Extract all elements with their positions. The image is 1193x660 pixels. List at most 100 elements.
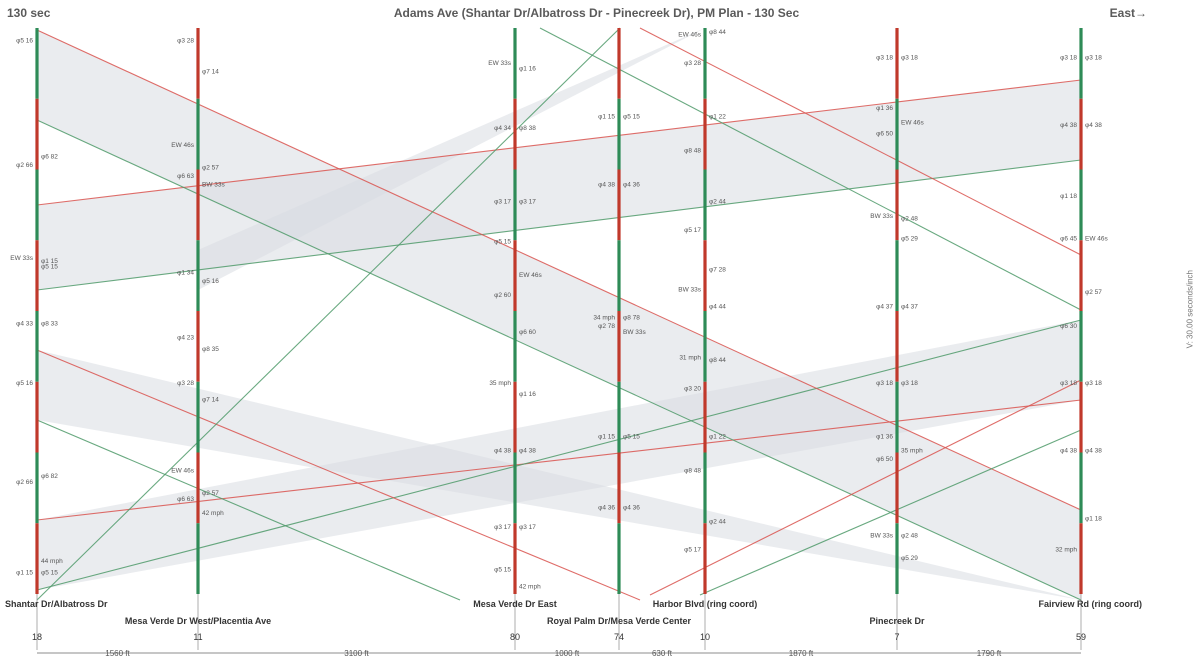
cycle-length-label: 130 sec [7,6,51,20]
phase-label: φ3 17 [519,524,536,531]
phase-label: φ8 44 [709,29,726,36]
phase-label: φ5 16 [16,380,33,387]
signal-phase-bar [35,98,39,170]
signal-phase-bar [196,523,200,594]
signal-phase-bar [1079,381,1083,453]
trajectory-line-12 [36,27,621,601]
phase-label: φ5 15 [494,238,511,245]
distance-label: 1560 ft [105,649,130,658]
offset-label: 80 [510,632,520,642]
signal-phase-bar [35,381,39,453]
signal-phase-bar [35,169,39,241]
phase-label: φ5 16 [202,278,219,285]
distance-label: 1870 ft [789,649,814,658]
signal-phase-bar [895,28,899,99]
phase-label: φ8 78 [623,315,640,322]
phase-label: φ2 48 [901,216,918,223]
phase-label: φ1 16 [519,66,536,73]
phase-label: φ3 17 [494,199,511,206]
intersection-4: Harbor Blvd (ring coord) 10 EW 46s φ8 44 φ3 … [653,28,757,650]
trajectory-line-9 [639,27,1082,256]
signal-phase-bar [1079,452,1083,524]
phase-label: φ5 15 [494,567,511,574]
signal-phase-bar [617,452,621,524]
phase-label: EW 33s [10,255,34,262]
phase-label: BW 33s [870,213,894,220]
phase-label: φ4 36 [623,504,640,511]
trajectory-line-7 [36,419,461,601]
signal-phase-bar [895,311,899,382]
phase-label: φ4 38 [598,182,615,189]
intersection-name: Shantar Dr/Albatross Dr [5,599,108,609]
phase-label: EW 46s [678,32,702,39]
phase-label: φ5 17 [684,227,701,234]
signal-phase-bar [895,169,899,241]
phase-label: φ3 18 [901,380,918,387]
phase-label: 34 mph [593,315,615,322]
vertical-scale-label: V: 30.00 seconds/inch [1185,270,1193,349]
phase-label: 42 mph [519,584,541,591]
signal-phase-bar [513,240,517,311]
trajectory-line-0 [36,79,1082,206]
phase-label: φ4 38 [1060,122,1077,129]
phase-label: φ5 15 [623,434,640,441]
phase-label: EW 46s [1085,235,1109,242]
distance-label: 1000 ft [555,649,580,658]
phase-label: φ5 17 [684,547,701,554]
direction-label: East→ [1109,6,1147,20]
intersection-2: Mesa Verde Dr East 80 EW 33s φ1 16 φ4 34 φ8 3… [473,28,557,650]
signal-phase-bar [196,311,200,382]
phase-label: φ4 38 [1085,448,1102,455]
signal-phase-bar [196,381,200,453]
phase-label: φ1 22 [709,434,726,441]
phase-label: φ6 82 [41,473,58,480]
signal-phase-bar [513,169,517,241]
signal-phase-bar [513,98,517,170]
signal-phase-bar [1079,311,1083,382]
trajectory-line-6 [36,349,641,601]
phase-label: φ4 36 [623,182,640,189]
phase-label: 35 mph [489,380,511,387]
signal-phase-bar [196,28,200,99]
phase-label: φ2 66 [16,162,33,169]
trajectory-line-5 [36,119,1082,601]
phase-label: φ3 17 [494,524,511,531]
phase-label: φ2 44 [709,199,726,206]
signal-phase-bar [1079,28,1083,99]
phase-label: φ2 48 [901,533,918,540]
phase-label: φ8 35 [202,346,219,353]
signal-phase-bar [196,452,200,524]
signal-phase-bar [35,311,39,382]
signal-phase-bar [196,169,200,241]
signal-phase-bar [1079,240,1083,311]
phase-label: φ8 33 [41,320,58,327]
phase-label: φ8 38 [519,125,536,132]
phase-label: φ8 48 [684,467,701,474]
phase-label: φ5 15 [623,114,640,121]
phase-label: φ3 18 [1060,380,1077,387]
phase-label: φ2 57 [202,165,219,172]
phase-label: φ5 29 [901,235,918,242]
phase-label: φ1 15 [598,434,615,441]
signal-phase-bar [703,452,707,524]
phase-label: BW 33s [202,182,226,189]
phase-label: 32 mph [1055,547,1077,554]
signal-phase-bar [196,240,200,311]
signal-phase-bar [196,98,200,170]
phase-label: φ6 50 [876,456,893,463]
phase-label: φ1 36 [876,105,893,112]
phase-label: EW 46s [171,467,195,474]
signal-phase-bar [513,523,517,594]
signal-phase-bar [617,28,621,99]
phase-label: φ4 38 [519,448,536,455]
phase-label: φ4 44 [709,303,726,310]
phase-label: φ6 50 [876,131,893,138]
phase-label: φ4 37 [901,303,918,310]
phase-label: φ8 44 [709,357,726,364]
phase-label: φ6 63 [177,173,194,180]
phase-label: φ6 30 [1060,323,1077,330]
distance-label: 630 ft [652,649,673,658]
phase-label: φ4 36 [598,504,615,511]
phase-label: φ4 23 [177,334,194,341]
signal-phase-bar [1079,169,1083,241]
